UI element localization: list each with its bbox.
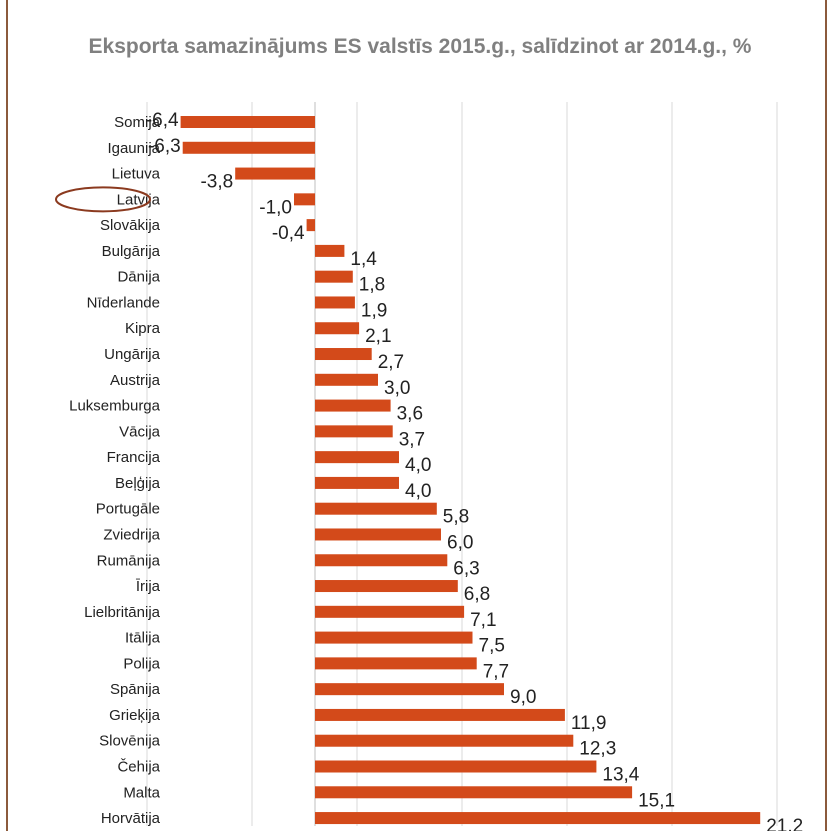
category-label: Čehija [117, 759, 160, 776]
category-label: Latvija [117, 191, 161, 208]
category-label: Ungārija [104, 346, 161, 363]
data-label: 9,0 [510, 687, 536, 708]
bar [315, 502, 437, 515]
data-label: 3,0 [384, 378, 410, 399]
bar [315, 322, 360, 335]
category-label: Malta [123, 784, 160, 801]
category-label: Spānija [110, 681, 161, 698]
category-label: Igaunija [107, 140, 160, 157]
bar [180, 116, 315, 128]
bar [315, 760, 597, 773]
data-label: 6,0 [447, 532, 473, 553]
bar [294, 193, 315, 206]
bar [315, 580, 458, 593]
data-label: -6,3 [148, 136, 181, 157]
category-label: Vācija [119, 423, 161, 440]
category-label: Portugāle [96, 501, 160, 518]
data-label: -6,4 [146, 110, 179, 131]
data-label: 7,7 [483, 661, 509, 682]
data-label: 4,0 [405, 481, 431, 502]
category-label: Lietuva [112, 166, 161, 183]
bar [315, 605, 465, 618]
bar [315, 348, 372, 361]
data-label: 15,1 [638, 790, 675, 811]
data-label: 7,5 [479, 636, 505, 657]
category-label: Lielbritānija [84, 604, 161, 621]
data-label: -1,0 [259, 197, 292, 218]
category-label: Francija [107, 449, 161, 466]
category-label: Rumānija [97, 552, 161, 569]
category-label: Bulgārija [102, 243, 161, 260]
category-label: Somija [114, 114, 161, 131]
bar [315, 734, 574, 747]
bar [315, 476, 399, 489]
category-label: Luksemburga [69, 398, 161, 415]
category-label: Austrija [110, 372, 161, 389]
category-label: Nīderlande [87, 294, 160, 311]
chart-title: Eksporta samazinājums ES valstīs 2015.g.… [88, 35, 752, 58]
category-label: Slovākija [100, 217, 161, 234]
category-label: Horvātija [101, 810, 161, 827]
bar [315, 812, 761, 825]
data-label: 11,9 [571, 713, 607, 734]
bar [315, 683, 504, 696]
category-label: Kipra [125, 320, 161, 337]
bar [315, 786, 633, 799]
highlight-ellipse [55, 186, 151, 213]
data-label: -0,4 [272, 223, 305, 244]
data-label: 1,4 [350, 249, 377, 270]
data-label: 1,9 [361, 300, 387, 321]
data-label: 2,1 [365, 326, 391, 347]
data-label: 7,1 [470, 610, 496, 631]
bar [315, 244, 345, 257]
category-label: Itālija [125, 630, 161, 647]
bar [315, 270, 353, 283]
category-label: Beļģija [115, 475, 161, 492]
bar [315, 708, 565, 721]
data-label: -3,8 [200, 172, 233, 193]
bar [315, 296, 355, 309]
category-label: Grieķija [109, 707, 161, 724]
bar [315, 399, 391, 412]
bar [315, 373, 378, 386]
category-label: Polija [123, 655, 160, 672]
bar [235, 167, 315, 180]
data-label: 6,3 [453, 558, 479, 579]
bar [306, 219, 315, 232]
data-label: 4,0 [405, 455, 431, 476]
data-label: 3,7 [399, 429, 425, 450]
data-label: 5,8 [443, 507, 469, 528]
bar [315, 451, 399, 464]
data-label: 6,8 [464, 584, 490, 605]
bar [315, 657, 477, 670]
data-label: 3,6 [397, 404, 423, 425]
bar [315, 631, 473, 644]
category-label: Zviedrija [103, 526, 160, 543]
data-label: 1,8 [359, 275, 385, 296]
bar [315, 554, 448, 567]
bar [182, 141, 315, 154]
category-label: Slovēnija [99, 733, 161, 750]
bar [315, 528, 441, 541]
data-label: 21,2 [766, 816, 803, 831]
category-label: Dānija [117, 269, 160, 286]
bar [315, 425, 393, 438]
data-label: 2,7 [378, 352, 404, 373]
chart-frame [6, 0, 827, 831]
category-label: Īrija [136, 578, 161, 595]
data-label: 12,3 [579, 739, 616, 760]
data-label: 13,4 [602, 765, 639, 786]
